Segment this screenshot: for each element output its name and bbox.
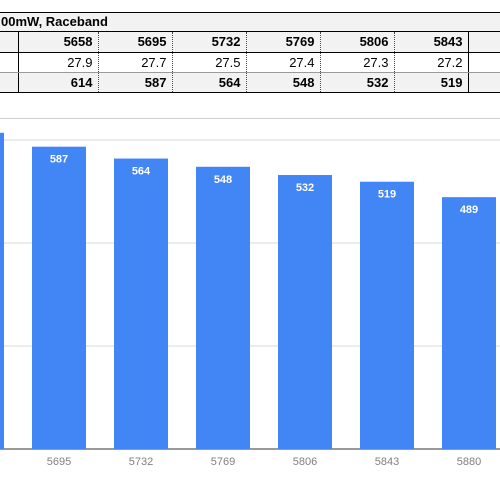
data-label: 532 bbox=[296, 182, 314, 194]
data-label: 519 bbox=[378, 189, 396, 201]
bar bbox=[0, 132, 4, 450]
table-cell[interactable]: 532 bbox=[320, 72, 395, 93]
table-cell[interactable]: 27.9 bbox=[18, 52, 99, 73]
row-header-cell[interactable] bbox=[0, 32, 19, 53]
table-cell[interactable]: 614 bbox=[18, 72, 99, 93]
bar bbox=[360, 181, 414, 449]
bar bbox=[114, 158, 168, 449]
x-tick-label: 5843 bbox=[375, 456, 399, 468]
bar bbox=[442, 197, 496, 449]
table-cell[interactable]: 27.3 bbox=[320, 52, 395, 73]
bar bbox=[196, 166, 250, 449]
data-table: 5658 5695 5732 5769 5806 5843 27.9 27.7 … bbox=[0, 32, 500, 93]
column-header-cell[interactable]: 5658 bbox=[18, 32, 99, 53]
column-header-cell[interactable]: 5769 bbox=[246, 32, 321, 53]
table-row: 614 587 564 548 532 519 bbox=[0, 72, 500, 93]
chart-frame: 6145875645485325194895695573257695806584… bbox=[0, 118, 500, 500]
row-header-cell[interactable] bbox=[0, 52, 19, 73]
table-title: 00mW, Raceband bbox=[0, 12, 500, 32]
empty-cell[interactable] bbox=[467, 52, 500, 73]
bar bbox=[278, 175, 332, 449]
table-cell[interactable]: 27.7 bbox=[98, 52, 173, 73]
x-tick-label: 5880 bbox=[457, 456, 481, 468]
data-label: 564 bbox=[132, 166, 151, 178]
empty-cell[interactable] bbox=[467, 32, 500, 53]
x-tick-label: 5806 bbox=[293, 456, 317, 468]
table-row: 27.9 27.7 27.5 27.4 27.3 27.2 bbox=[0, 52, 500, 73]
x-tick-label: 5769 bbox=[211, 456, 235, 468]
table-cell[interactable]: 587 bbox=[98, 72, 173, 93]
data-label: 587 bbox=[50, 154, 68, 166]
table-cell[interactable]: 27.2 bbox=[394, 52, 469, 73]
column-header-cell[interactable]: 5732 bbox=[172, 32, 247, 53]
column-header-cell[interactable]: 5806 bbox=[320, 32, 395, 53]
empty-cell[interactable] bbox=[467, 72, 500, 93]
data-label: 548 bbox=[214, 174, 232, 186]
column-header-cell[interactable]: 5843 bbox=[394, 32, 469, 53]
data-label: 489 bbox=[460, 204, 478, 216]
table-cell[interactable]: 548 bbox=[246, 72, 321, 93]
table-cell[interactable]: 519 bbox=[394, 72, 469, 93]
x-tick-label: 5732 bbox=[129, 456, 153, 468]
table-cell[interactable]: 27.4 bbox=[246, 52, 321, 73]
x-tick-label: 5695 bbox=[47, 456, 71, 468]
table-cell[interactable]: 27.5 bbox=[172, 52, 247, 73]
bar bbox=[32, 146, 86, 449]
row-header-cell[interactable] bbox=[0, 72, 19, 93]
table-cell[interactable]: 564 bbox=[172, 72, 247, 93]
bar-chart: 6145875645485325194895695573257695806584… bbox=[0, 132, 500, 468]
column-header-cell[interactable]: 5695 bbox=[98, 32, 173, 53]
table-header-row: 5658 5695 5732 5769 5806 5843 bbox=[0, 32, 500, 53]
